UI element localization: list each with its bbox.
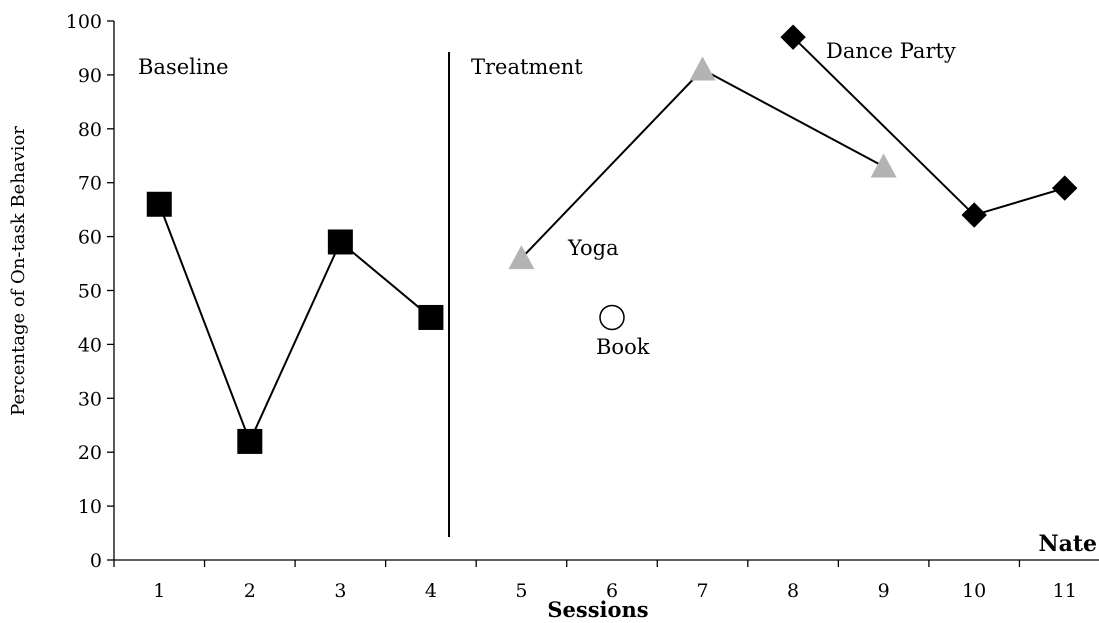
- x-tick-label: 9: [878, 580, 890, 602]
- series-line-dance-party: [792, 36, 1066, 217]
- x-tick-label: 4: [425, 580, 437, 602]
- y-tick-label: 20: [78, 442, 102, 464]
- y-tick-label: 70: [78, 173, 102, 195]
- data-point-dance-party: [961, 202, 987, 228]
- data-point-yoga: [870, 153, 897, 178]
- x-tick-label: 7: [696, 580, 708, 602]
- data-point-book: [599, 304, 625, 331]
- data-point-baseline: [237, 428, 263, 454]
- series-line-baseline: [158, 203, 432, 445]
- y-tick-label: 50: [78, 281, 102, 303]
- phase-label-treatment: Treatment: [471, 55, 583, 79]
- panel-label: Nate: [1038, 531, 1097, 557]
- y-tick-label: 80: [78, 119, 102, 141]
- y-tick-label: 10: [78, 496, 102, 518]
- x-tick-label: 1: [153, 580, 165, 602]
- y-tick-label: 0: [90, 550, 102, 572]
- data-point-yoga: [508, 245, 535, 270]
- x-tick-label: 11: [1053, 580, 1077, 602]
- data-point-baseline: [146, 191, 172, 217]
- y-tick-label: 30: [78, 388, 102, 410]
- x-tick-label: 5: [515, 580, 527, 602]
- data-point-baseline: [418, 304, 444, 330]
- y-axis: 0 10 20 30 40 50 60 70 80 90 100: [66, 11, 115, 572]
- data-point-yoga: [689, 56, 716, 81]
- y-tick-label: 90: [78, 65, 102, 87]
- data-point-dance-party: [1052, 175, 1078, 201]
- y-tick-label: 40: [78, 334, 102, 356]
- y-tick-label: 60: [78, 227, 102, 249]
- data-point-baseline: [327, 229, 353, 255]
- y-tick-label: 100: [66, 11, 102, 33]
- x-axis: 1 2 3 4 5 6 7 8 9 10 11: [113, 559, 1099, 602]
- series-label-book: Book: [596, 335, 650, 359]
- x-axis-title: Sessions: [547, 597, 648, 622]
- x-tick-label: 3: [334, 580, 346, 602]
- data-point-dance-party: [780, 24, 806, 50]
- series-label-yoga: Yoga: [567, 236, 619, 260]
- x-tick-label: 6: [606, 580, 618, 602]
- x-tick-label: 2: [244, 580, 256, 602]
- series-label-dance-party: Dance Party: [826, 39, 956, 63]
- x-tick-label: 8: [787, 580, 799, 602]
- x-tick-label: 10: [962, 580, 986, 602]
- phase-label-baseline: Baseline: [138, 55, 229, 79]
- series-line-yoga: [520, 68, 885, 259]
- series-markers: [146, 24, 1078, 454]
- y-axis-title: Percentage of On-task Behavior: [8, 126, 29, 416]
